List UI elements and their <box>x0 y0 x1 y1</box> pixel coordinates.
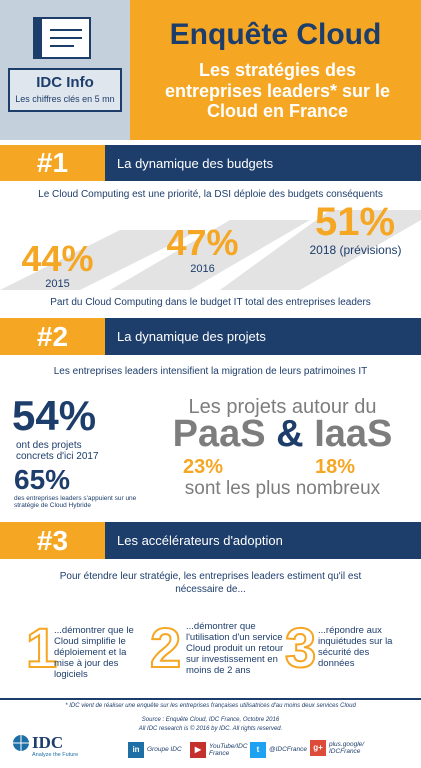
section-heading: Les accélérateurs d'adoption <box>105 522 421 559</box>
title: Enquête Cloud <box>169 18 382 51</box>
item-text: ...démontrer que le Cloud simplifie le d… <box>54 625 134 680</box>
social-label: @IDCFrance <box>269 746 308 754</box>
footnote: * IDC vient de réaliser une enquête sur … <box>65 703 356 709</box>
stat-label: des entreprises leaders s'appuient sur u… <box>14 495 137 510</box>
item-number: 2 <box>149 616 182 679</box>
social-link[interactable]: g+ plus.google/ IDCFrance <box>310 740 380 756</box>
header-right <box>130 0 421 140</box>
social-label: Groupe IDC <box>147 746 182 754</box>
arrows-bg <box>0 210 421 290</box>
source: Source : Enquête Cloud, IDC France, Octo… <box>141 717 280 723</box>
section-number: #3 <box>0 522 105 559</box>
stat-value: 44% <box>21 238 94 279</box>
ampersand: & <box>276 413 304 455</box>
section-number: #1 <box>0 145 105 181</box>
projects-lead: Les projets autour du <box>188 396 377 418</box>
stat-value: 47% <box>166 222 239 263</box>
projects-tail: sont les plus nombreux <box>184 478 381 499</box>
social-label: YouTube/IDC France <box>209 742 248 757</box>
section-note: Part du Cloud Computing dans le budget I… <box>50 297 371 308</box>
badge: IDC Info Les chiffres clés en 5 mn <box>8 68 122 112</box>
item-text: ...démontrer que l'utilisation d'un serv… <box>186 621 284 676</box>
social-link[interactable]: t @IDCFrance <box>250 742 308 758</box>
item-number: 3 <box>284 616 317 679</box>
badge-title: IDC Info <box>36 74 94 91</box>
stat-label: 2018 (prévisions) <box>309 243 402 257</box>
section-number: #2 <box>0 318 105 355</box>
paas-value: 23% <box>182 456 224 478</box>
book-icon <box>33 17 91 59</box>
stat-value: 51% <box>314 200 396 244</box>
social-icon: ▶ <box>190 742 206 758</box>
section-intro: Pour étendre leur stratégie, les entrepr… <box>59 571 362 595</box>
tagline: Analyze the Future <box>32 752 79 758</box>
social-label: plus.google/ IDCFrance <box>329 740 365 755</box>
social-icon: t <box>250 742 266 758</box>
copyright: All IDC research is © 2016 by IDC. All r… <box>138 726 283 732</box>
logo-globe <box>13 735 29 751</box>
stat-label: ont des projets concrets d'ici 2017 <box>16 440 99 462</box>
stat-label: 2016 <box>190 263 215 275</box>
projects-line: PaaS & IaaS <box>150 413 415 456</box>
social-icon: in <box>128 742 144 758</box>
item-number: 1 <box>25 616 58 679</box>
logo: IDC <box>32 733 64 752</box>
iaas-value: 18% <box>314 456 356 478</box>
stat-label: 2015 <box>45 278 70 290</box>
section-intro: Le Cloud Computing est une priorité, la … <box>38 189 383 200</box>
section-intro: Les entreprises leaders intensifient la … <box>53 366 368 377</box>
subtitle: Les stratégies des entreprises leaders* … <box>164 60 391 122</box>
social-icon: g+ <box>310 740 326 756</box>
stat-value: 54% <box>12 392 97 439</box>
section-heading: La dynamique des projets <box>105 318 421 355</box>
paas: PaaS <box>172 413 266 455</box>
footer-rule <box>0 698 421 700</box>
section-heading: La dynamique des budgets <box>105 145 421 181</box>
social-link[interactable]: in Groupe IDC <box>128 742 183 758</box>
item-text: ...répondre aux inquiétudes sur la sécur… <box>318 625 393 669</box>
social-link[interactable]: ▶ YouTube/IDC France <box>190 742 248 758</box>
badge-subtitle: Les chiffres clés en 5 mn <box>15 94 115 104</box>
iaas: IaaS <box>314 413 393 455</box>
stat-value: 65% <box>14 464 71 495</box>
